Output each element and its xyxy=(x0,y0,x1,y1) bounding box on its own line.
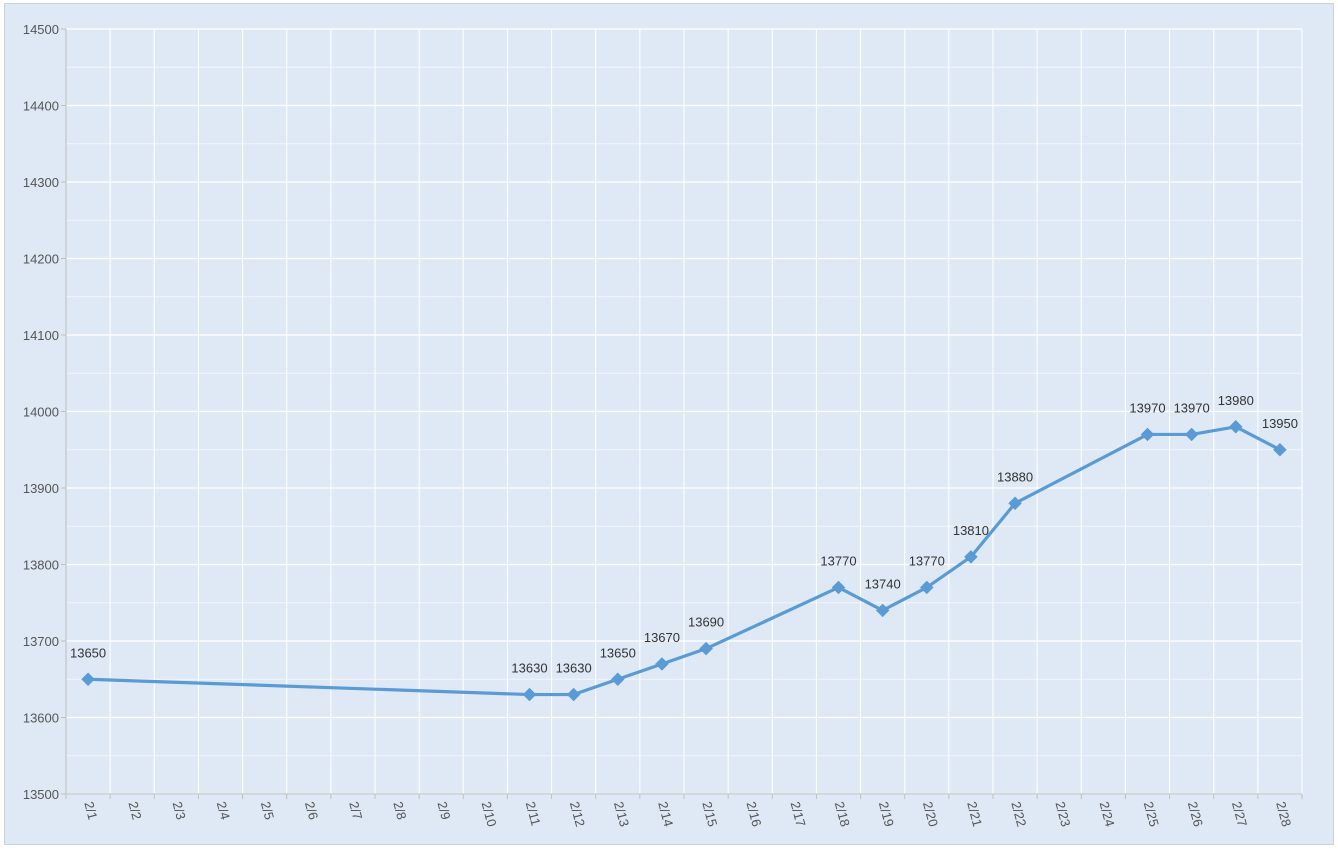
series xyxy=(81,419,1287,702)
y-tick-label: 14100 xyxy=(23,328,59,343)
x-tick-label: 2/2 xyxy=(125,800,144,821)
data-point-marker xyxy=(919,580,934,595)
x-tick-label: 2/10 xyxy=(479,800,500,828)
data-label: 13810 xyxy=(953,523,989,538)
data-label: 13950 xyxy=(1262,416,1298,431)
y-tick-label: 13900 xyxy=(23,481,59,496)
data-label: 13880 xyxy=(997,469,1033,484)
data-point-marker xyxy=(964,549,978,564)
data-point-marker xyxy=(1008,496,1022,511)
data-label: 13770 xyxy=(820,553,856,568)
x-tick-label: 2/4 xyxy=(214,800,233,821)
x-tick-label: 2/19 xyxy=(876,800,897,828)
x-tick-label: 2/9 xyxy=(434,800,453,821)
data-point-marker xyxy=(655,657,669,671)
data-labels: 13650 13630 13630 13650 13670 13690 13770 13740… xyxy=(70,393,1298,676)
x-tick-label: 2/24 xyxy=(1097,800,1118,828)
x-axis-ticks: 2/1 2/2 2/3 2/4 2/5 2/6 2/7 2/8 2/9 2/10 2/11 2/12 2… xyxy=(81,794,1303,828)
x-tick-label: 2/6 xyxy=(302,800,321,821)
data-point-marker xyxy=(566,687,581,702)
x-tick-label: 2/20 xyxy=(920,800,941,828)
y-axis-ticks: 13500 13600 13700 13800 13900 14000 14100 14200… xyxy=(23,22,66,802)
y-tick-label: 13500 xyxy=(23,787,59,802)
x-tick-label: 2/3 xyxy=(170,800,189,821)
x-tick-label: 2/25 xyxy=(1141,800,1162,828)
data-label: 13740 xyxy=(865,576,901,591)
data-point-marker xyxy=(875,603,890,618)
data-point-marker xyxy=(699,641,713,656)
x-tick-label: 2/28 xyxy=(1273,800,1294,828)
data-point-marker xyxy=(610,672,625,687)
data-point-marker xyxy=(1184,427,1199,442)
axes xyxy=(61,29,1302,799)
x-tick-label: 2/5 xyxy=(258,800,277,821)
data-point-marker xyxy=(81,672,95,687)
data-point-marker xyxy=(831,580,846,595)
x-tick-label: 2/21 xyxy=(964,800,985,828)
data-label: 13690 xyxy=(688,615,724,630)
data-label: 13970 xyxy=(1174,400,1210,415)
data-label: 13770 xyxy=(909,553,945,568)
data-point-marker xyxy=(1228,419,1243,434)
x-tick-label: 2/16 xyxy=(743,800,764,828)
y-tick-label: 14200 xyxy=(23,252,59,267)
data-label: 13650 xyxy=(70,645,106,660)
data-label: 13980 xyxy=(1218,393,1254,408)
x-tick-label: 2/17 xyxy=(788,800,809,828)
x-tick-label: 2/7 xyxy=(346,800,365,821)
x-tick-label: 2/14 xyxy=(655,800,676,828)
data-label: 13630 xyxy=(556,661,592,676)
x-tick-label: 2/1 xyxy=(81,800,100,821)
line-chart: 13500 13600 13700 13800 13900 14000 14100 14200… xyxy=(23,22,1303,828)
gridlines xyxy=(66,28,1303,795)
data-label: 13650 xyxy=(600,645,636,660)
x-tick-label: 2/12 xyxy=(567,800,588,828)
x-tick-label: 2/13 xyxy=(611,800,632,828)
data-point-marker xyxy=(522,687,537,702)
x-tick-label: 2/22 xyxy=(1008,800,1029,828)
chart-area: 13500 13600 13700 13800 13900 14000 14100 14200… xyxy=(4,3,1334,845)
data-label: 13670 xyxy=(644,630,680,645)
data-label: 13970 xyxy=(1129,400,1165,415)
y-tick-label: 14500 xyxy=(23,22,59,37)
y-tick-label: 14000 xyxy=(23,405,59,420)
x-tick-label: 2/27 xyxy=(1229,800,1250,828)
y-tick-label: 13700 xyxy=(23,634,59,649)
x-tick-label: 2/11 xyxy=(523,800,544,827)
x-tick-label: 2/15 xyxy=(699,800,720,828)
data-point-marker xyxy=(1140,427,1155,442)
x-tick-label: 2/26 xyxy=(1185,800,1206,828)
y-tick-label: 14300 xyxy=(23,175,59,190)
x-tick-label: 2/8 xyxy=(390,800,409,821)
y-tick-label: 14400 xyxy=(23,99,59,114)
x-tick-label: 2/23 xyxy=(1052,800,1073,828)
data-label: 13630 xyxy=(511,661,547,676)
x-tick-label: 2/18 xyxy=(832,800,853,828)
y-tick-label: 13800 xyxy=(23,558,59,573)
y-tick-label: 13600 xyxy=(23,711,59,726)
data-point-marker xyxy=(1273,442,1287,457)
